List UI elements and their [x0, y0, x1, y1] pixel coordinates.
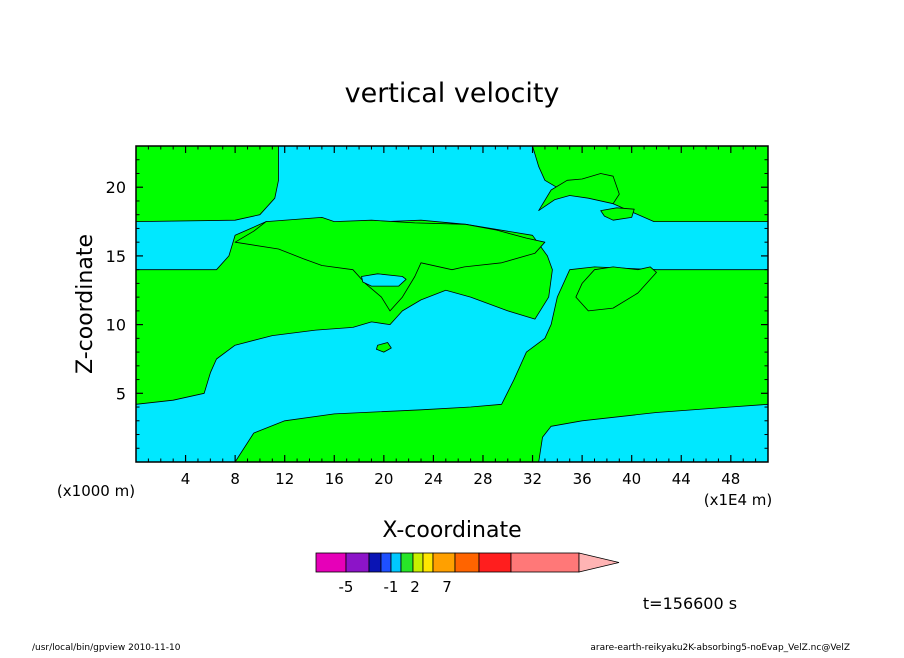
x-tick-label: 4 [181, 470, 191, 488]
y-axis-label: Z-coordinate [73, 234, 98, 374]
footer-left: /usr/local/bin/gpview 2010-11-10 [32, 643, 181, 653]
colorbar: -5 -1 2 7 [315, 552, 620, 596]
colorbar-swatch [400, 552, 414, 573]
chart-title: vertical velocity [345, 78, 560, 109]
y-tick-label: 10 [106, 316, 126, 335]
colorbar-swatch [422, 552, 434, 573]
contour-region-8 [361, 273, 407, 287]
contour-region-2 [538, 403, 768, 462]
x-tick-label: 48 [721, 470, 740, 488]
plot-area [136, 146, 768, 462]
x-tick-label: 20 [374, 470, 393, 488]
footer-right: arare-earth-reikyaku2K-absorbing5-noEvap… [590, 643, 850, 653]
colorbar-swatch [510, 552, 580, 573]
x-axis: 4 8 12 16 20 24 28 32 36 40 44 48 [147, 146, 757, 488]
colorbar-swatch [345, 552, 370, 573]
x-tick-label: 16 [325, 470, 344, 488]
x-axis-label: X-coordinate [382, 518, 521, 543]
plot-frame [135, 145, 769, 463]
colorbar-arrow [578, 552, 620, 573]
x-tick-label: 12 [275, 470, 294, 488]
colorbar-swatch [454, 552, 480, 573]
y-axis: 5 10 15 20 [106, 159, 768, 449]
x-tick-label: 40 [622, 470, 641, 488]
colorbar-swatch [432, 552, 456, 573]
colorbar-swatch [478, 552, 512, 573]
x-tick-label: 44 [672, 470, 691, 488]
y-tick-label: 15 [106, 247, 126, 266]
colorbar-label: 2 [410, 578, 420, 596]
colorbar-swatch [315, 552, 347, 573]
colorbar-label: -1 [384, 578, 399, 596]
x-tick-label: 24 [424, 470, 443, 488]
x-tick-label: 8 [230, 470, 240, 488]
colorbar-swatch [368, 552, 382, 573]
colorbar-swatch [390, 552, 402, 573]
contour-region-7 [375, 342, 392, 353]
contour-region-3 [575, 266, 657, 312]
y-tick-label: 5 [116, 384, 126, 403]
contour-region-4 [234, 216, 546, 312]
x-axis-unit: (x1E4 m) [704, 491, 773, 509]
x-tick-label: 36 [573, 470, 592, 488]
contour-region-5 [538, 173, 620, 212]
colorbar-label: -5 [339, 578, 354, 596]
x-tick-label: 28 [473, 470, 492, 488]
x-tick-label: 32 [523, 470, 542, 488]
time-label: t=156600 s [643, 594, 737, 613]
y-tick-label: 20 [106, 178, 126, 197]
colorbar-label: 7 [442, 578, 452, 596]
contour-region-6 [600, 207, 635, 221]
colorbar-swatch [412, 552, 424, 573]
colorbar-swatch [380, 552, 392, 573]
y-axis-unit: (x1000 m) [57, 482, 135, 500]
